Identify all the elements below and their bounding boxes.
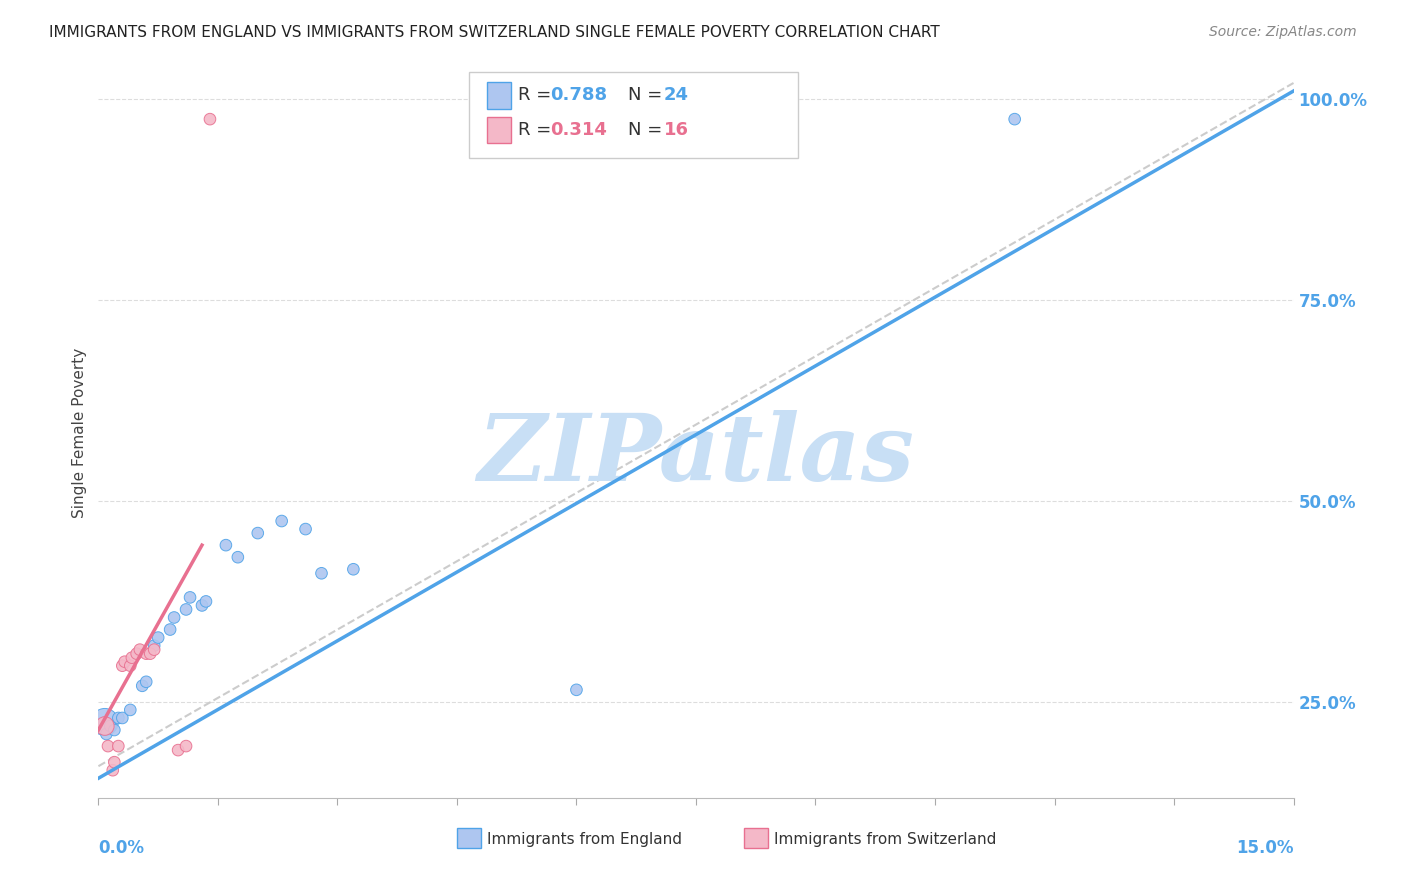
Point: [111, 658, 134, 673]
Point: [94, 714, 117, 729]
Point: [114, 655, 136, 669]
Point: [101, 763, 124, 777]
Text: R =: R =: [517, 87, 557, 104]
Y-axis label: Single Female Poverty: Single Female Poverty: [72, 348, 87, 517]
Point: [128, 642, 150, 657]
Point: [143, 642, 166, 657]
Text: N =: N =: [628, 87, 668, 104]
Point: [107, 739, 129, 753]
Text: 16: 16: [664, 120, 689, 139]
Point: [294, 522, 316, 536]
Point: [765, 112, 787, 127]
Point: [565, 682, 588, 697]
Point: [159, 623, 181, 637]
Point: [195, 594, 218, 608]
Text: Source: ZipAtlas.com: Source: ZipAtlas.com: [1209, 25, 1357, 39]
Point: [148, 631, 170, 645]
Point: [191, 599, 214, 613]
Point: [121, 650, 143, 665]
Point: [96, 727, 118, 741]
Point: [270, 514, 292, 528]
Point: [342, 562, 364, 576]
Text: R =: R =: [517, 120, 557, 139]
Point: [131, 679, 153, 693]
FancyBboxPatch shape: [470, 72, 797, 159]
Point: [167, 743, 190, 757]
Point: [111, 711, 134, 725]
Point: [1004, 112, 1026, 127]
Point: [311, 566, 333, 581]
Text: 0.0%: 0.0%: [98, 838, 145, 856]
Text: IMMIGRANTS FROM ENGLAND VS IMMIGRANTS FROM SWITZERLAND SINGLE FEMALE POVERTY COR: IMMIGRANTS FROM ENGLAND VS IMMIGRANTS FR…: [49, 25, 941, 40]
Point: [103, 723, 125, 737]
Point: [94, 719, 117, 733]
Point: [107, 711, 129, 725]
Point: [103, 755, 125, 769]
Text: 24: 24: [664, 87, 689, 104]
Point: [143, 639, 166, 653]
Point: [246, 526, 269, 541]
Text: Immigrants from Switzerland: Immigrants from Switzerland: [773, 832, 995, 847]
Point: [174, 739, 197, 753]
Point: [135, 647, 157, 661]
Text: ZIPatlas: ZIPatlas: [478, 409, 914, 500]
Point: [174, 602, 197, 616]
Point: [198, 112, 221, 127]
Point: [163, 610, 186, 624]
FancyBboxPatch shape: [486, 82, 510, 109]
Text: 15.0%: 15.0%: [1236, 838, 1294, 856]
Point: [120, 703, 142, 717]
Point: [215, 538, 238, 552]
Text: N =: N =: [628, 120, 668, 139]
Point: [125, 647, 148, 661]
Point: [135, 674, 157, 689]
FancyBboxPatch shape: [744, 828, 768, 848]
Text: 0.314: 0.314: [550, 120, 607, 139]
Point: [97, 739, 120, 753]
Point: [98, 719, 122, 733]
Point: [139, 647, 162, 661]
FancyBboxPatch shape: [486, 117, 510, 143]
Point: [179, 591, 201, 605]
FancyBboxPatch shape: [457, 828, 481, 848]
Text: Immigrants from England: Immigrants from England: [486, 832, 682, 847]
Point: [120, 658, 142, 673]
Text: 0.788: 0.788: [550, 87, 607, 104]
Point: [226, 550, 249, 565]
